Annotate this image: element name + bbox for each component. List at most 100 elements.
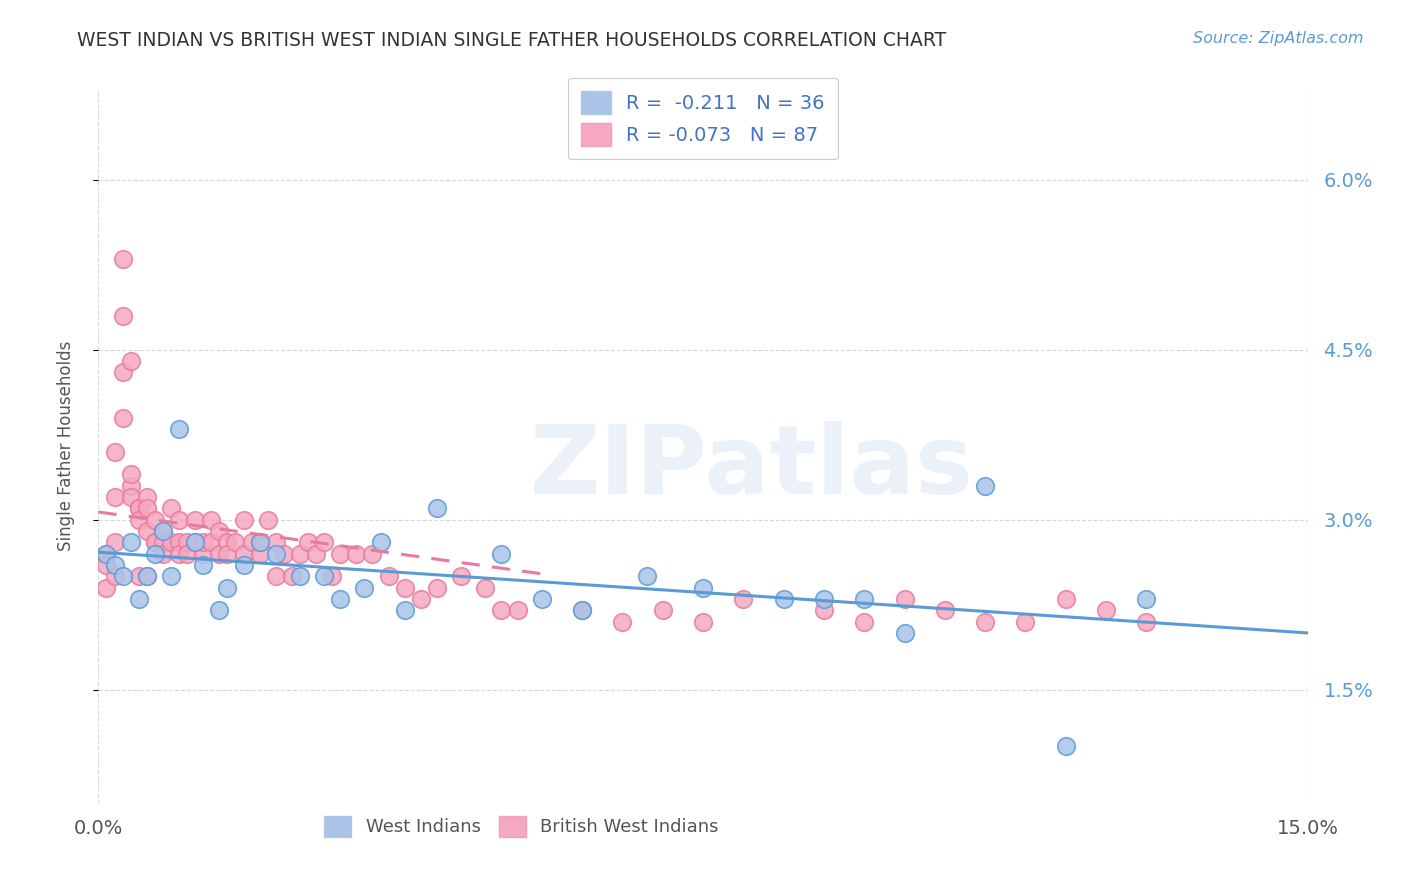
Point	[232, 513, 254, 527]
Point	[353, 581, 375, 595]
Point	[491, 603, 513, 617]
Point	[321, 569, 343, 583]
Point	[120, 535, 142, 549]
Point	[120, 478, 142, 492]
Point	[143, 513, 166, 527]
Point	[208, 547, 231, 561]
Point	[1054, 591, 1077, 606]
Point	[103, 535, 125, 549]
Legend: West Indians, British West Indians: West Indians, British West Indians	[318, 808, 725, 844]
Point	[394, 581, 416, 595]
Point	[974, 615, 997, 629]
Point	[249, 535, 271, 549]
Point	[1014, 615, 1036, 629]
Point	[111, 252, 134, 266]
Point	[297, 535, 319, 549]
Point	[281, 569, 304, 583]
Point	[167, 422, 190, 436]
Point	[193, 535, 215, 549]
Point	[344, 547, 367, 561]
Point	[208, 524, 231, 538]
Point	[128, 591, 150, 606]
Point	[361, 547, 384, 561]
Point	[184, 535, 207, 549]
Point	[120, 490, 142, 504]
Point	[329, 591, 352, 606]
Point	[143, 547, 166, 561]
Point	[264, 535, 287, 549]
Point	[491, 547, 513, 561]
Point	[314, 569, 336, 583]
Point	[853, 615, 876, 629]
Point	[135, 569, 157, 583]
Point	[135, 569, 157, 583]
Point	[217, 547, 239, 561]
Point	[612, 615, 634, 629]
Point	[96, 547, 118, 561]
Point	[135, 490, 157, 504]
Point	[152, 547, 174, 561]
Point	[176, 547, 198, 561]
Point	[120, 354, 142, 368]
Point	[426, 581, 449, 595]
Point	[96, 547, 118, 561]
Point	[314, 535, 336, 549]
Point	[893, 591, 915, 606]
Point	[111, 365, 134, 379]
Point	[1135, 615, 1157, 629]
Point	[1135, 591, 1157, 606]
Point	[103, 569, 125, 583]
Point	[152, 524, 174, 538]
Point	[184, 535, 207, 549]
Point	[103, 444, 125, 458]
Point	[571, 603, 593, 617]
Point	[193, 558, 215, 572]
Point	[167, 513, 190, 527]
Point	[224, 535, 246, 549]
Point	[176, 535, 198, 549]
Y-axis label: Single Father Households: Single Father Households	[56, 341, 75, 551]
Point	[96, 558, 118, 572]
Point	[217, 535, 239, 549]
Point	[288, 547, 311, 561]
Point	[426, 501, 449, 516]
Point	[377, 569, 399, 583]
Point	[208, 603, 231, 617]
Point	[160, 569, 183, 583]
Point	[733, 591, 755, 606]
Point	[530, 591, 553, 606]
Point	[636, 569, 658, 583]
Point	[692, 615, 714, 629]
Point	[152, 535, 174, 549]
Point	[200, 513, 222, 527]
Point	[184, 513, 207, 527]
Point	[232, 558, 254, 572]
Point	[167, 535, 190, 549]
Point	[111, 309, 134, 323]
Text: ZIPatlas: ZIPatlas	[530, 421, 973, 514]
Point	[474, 581, 496, 595]
Point	[167, 547, 190, 561]
Point	[288, 569, 311, 583]
Point	[506, 603, 529, 617]
Point	[135, 524, 157, 538]
Point	[128, 513, 150, 527]
Point	[128, 569, 150, 583]
Point	[103, 490, 125, 504]
Point	[217, 581, 239, 595]
Point	[305, 547, 328, 561]
Point	[240, 535, 263, 549]
Point	[450, 569, 472, 583]
Text: Source: ZipAtlas.com: Source: ZipAtlas.com	[1194, 31, 1364, 46]
Point	[273, 547, 295, 561]
Point	[143, 535, 166, 549]
Point	[103, 558, 125, 572]
Point	[111, 410, 134, 425]
Point	[409, 591, 432, 606]
Point	[256, 513, 278, 527]
Point	[193, 547, 215, 561]
Point	[1054, 739, 1077, 754]
Point	[152, 524, 174, 538]
Point	[394, 603, 416, 617]
Point	[692, 581, 714, 595]
